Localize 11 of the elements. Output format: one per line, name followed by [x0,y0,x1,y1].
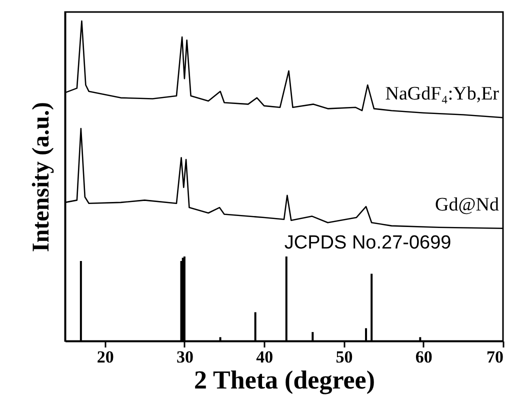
x-tick-label: 60 [415,348,432,366]
x-tick-label: 30 [176,348,194,366]
x-tick-label: 20 [96,348,114,366]
x-tick-label: 50 [336,348,353,366]
x-axis-title: 2 Theta (degree) [194,366,375,394]
x-tick-label: 70 [486,348,504,366]
series-label: NaGdF₄:Yb,Er [385,84,500,105]
y-axis-title: Intensity (a.u.) [28,102,54,252]
series-label: JCPDS No.27-0699 [284,232,452,254]
series-label: Gd@Nd [435,194,500,216]
x-tick-label: 40 [256,348,274,366]
